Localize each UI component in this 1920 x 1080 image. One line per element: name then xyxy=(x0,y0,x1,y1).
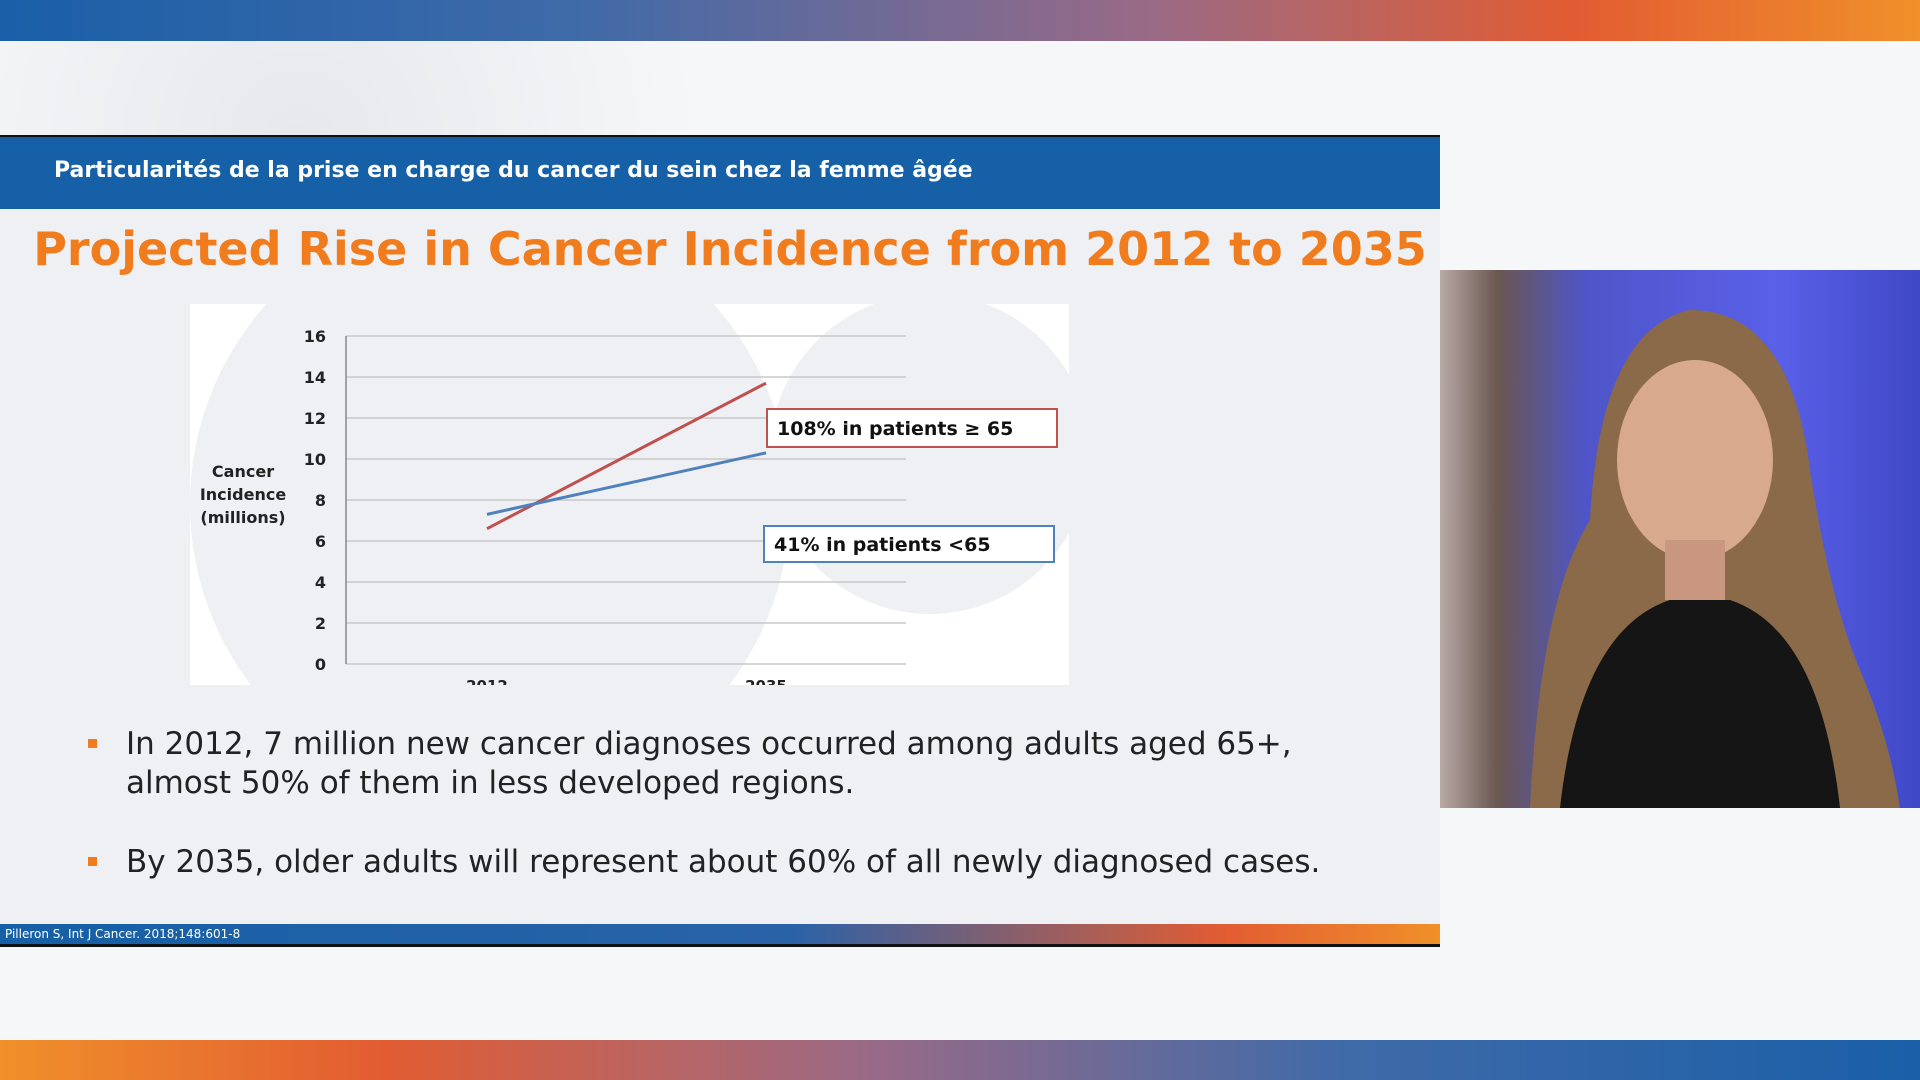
bg-circle xyxy=(190,304,790,685)
y-tick-label: 10 xyxy=(304,450,326,469)
y-axis-label: Cancer xyxy=(212,462,274,481)
citation-footer: Pilleron S, Int J Cancer. 2018;148:601-8 xyxy=(0,924,1440,944)
bullet-marker xyxy=(88,857,97,866)
y-tick-label: 12 xyxy=(304,409,326,428)
bullet-marker xyxy=(88,739,97,748)
y-tick-label: 2 xyxy=(315,614,326,633)
y-axis-label: (millions) xyxy=(200,508,285,527)
x-tick-label: 2035 xyxy=(745,677,787,685)
y-tick-label: 8 xyxy=(315,491,326,510)
slide-header: Particularités de la prise en charge du … xyxy=(0,137,1440,209)
annotation-label: 108% in patients ≥ 65 xyxy=(777,418,1013,440)
bottom-gradient-bar xyxy=(0,1040,1920,1080)
slide-title: Projected Rise in Cancer Incidence from … xyxy=(33,222,1427,276)
annotation-box xyxy=(763,525,1055,563)
bullet-2: By 2035, older adults will represent abo… xyxy=(126,844,1321,880)
line-chart-svg: 0 2 4 6 8 10 12 14 16 2012 2035 Cancer Incidence (mil… xyxy=(190,304,1069,685)
annotation-box xyxy=(766,408,1058,448)
x-tick-label: 2012 xyxy=(466,677,508,685)
y-tick-label: 16 xyxy=(304,327,326,346)
bullet-1: In 2012, 7 million new cancer diagnoses … xyxy=(126,726,1292,801)
y-tick-label: 14 xyxy=(304,368,326,387)
y-tick-label: 6 xyxy=(315,532,326,551)
y-tick-label: 0 xyxy=(315,655,326,674)
presentation-slide: Particularités de la prise en charge du … xyxy=(0,135,1440,947)
speaker-video xyxy=(1440,270,1920,808)
series-line-1 xyxy=(486,451,767,516)
top-gradient-bar xyxy=(0,0,1920,41)
y-tick-label: 4 xyxy=(315,573,326,592)
annotation-label: 41% in patients <65 xyxy=(774,534,991,556)
speaker-silhouette xyxy=(1530,310,1900,808)
chart: 0 2 4 6 8 10 12 14 16 2012 2035 Cancer Incidence (mil… xyxy=(190,304,1069,685)
divider xyxy=(0,944,1440,947)
y-axis-label: Incidence xyxy=(200,485,286,504)
